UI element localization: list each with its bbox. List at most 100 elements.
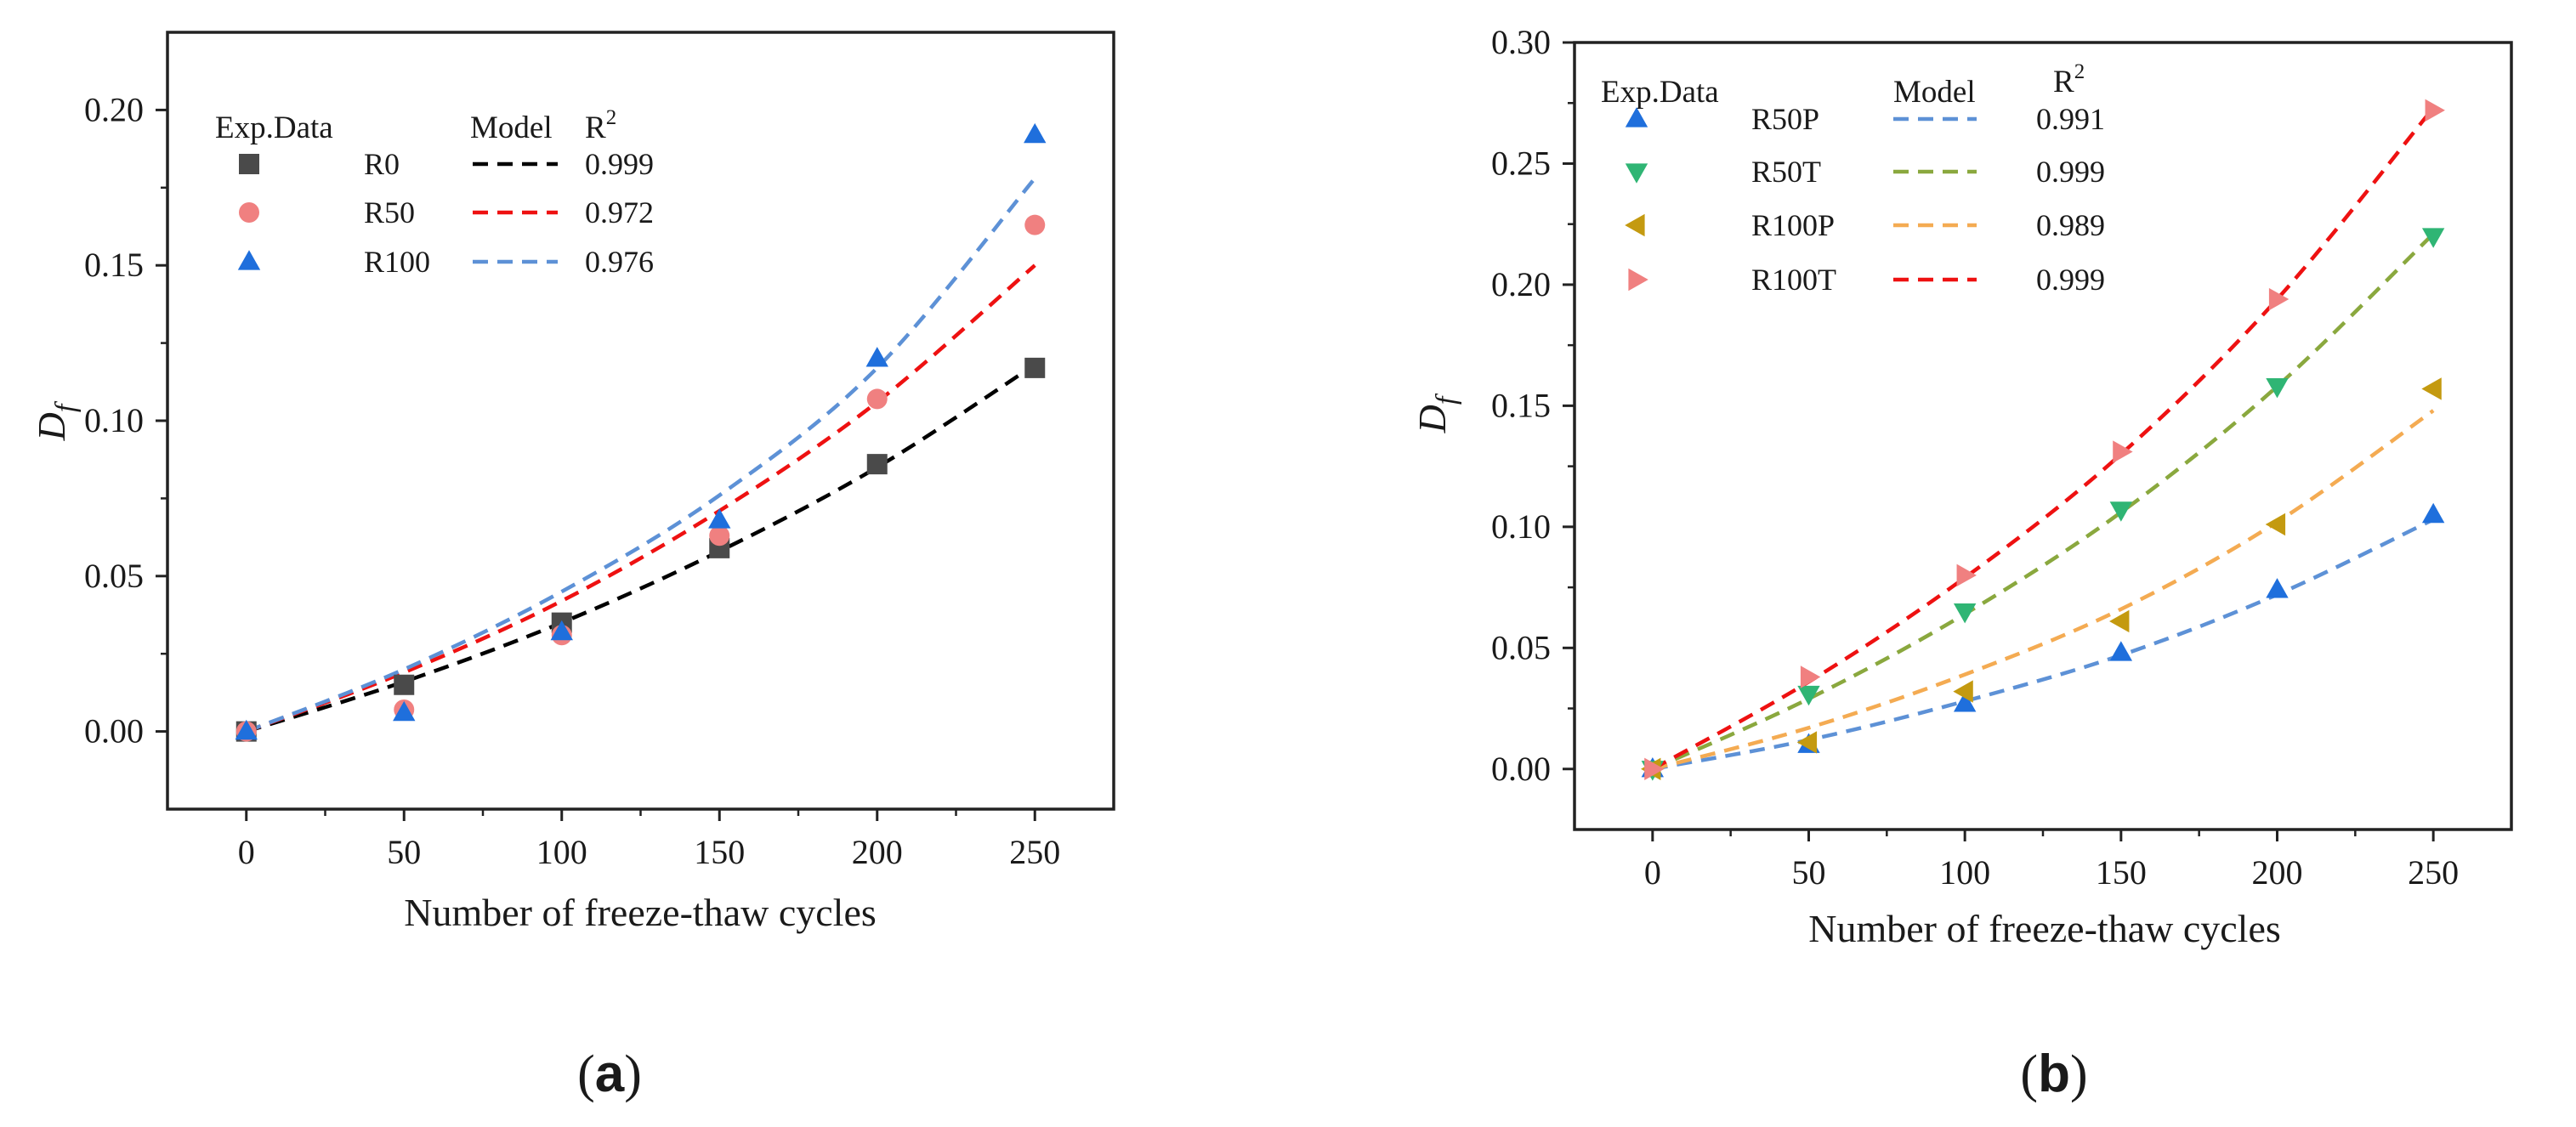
data-point-r50t xyxy=(2266,377,2289,399)
caption-a: (a) xyxy=(577,1045,642,1103)
tick-marks-a xyxy=(156,108,1036,821)
y-tick-label: 0.10 xyxy=(1491,507,1551,546)
data-point-r0 xyxy=(866,454,888,475)
legend-header-r2-a: R2 xyxy=(585,106,616,145)
legend-marker-r50p xyxy=(1625,107,1648,127)
y-tick-labels-b: 0.00 0.05 0.10 0.15 0.20 0.25 0.30 xyxy=(1491,23,1551,788)
data-point-r100t xyxy=(1956,564,1977,587)
data-point-r100p xyxy=(2265,513,2286,536)
legend-label-r50t: R50T xyxy=(1751,155,1821,189)
legend-label-r0: R0 xyxy=(364,147,400,181)
legend-marker-r100 xyxy=(237,250,261,270)
legend-header-model-b: Model xyxy=(1893,75,1976,110)
legend-label-r100p: R100P xyxy=(1751,208,1835,242)
model-line-r50p xyxy=(1652,518,2435,771)
y-tick-label: 0.05 xyxy=(84,557,144,595)
legend-label-r100t: R100T xyxy=(1751,263,1836,297)
model-line-r50t xyxy=(1651,232,2435,771)
data-point-r100t xyxy=(2425,99,2445,122)
x-tick-labels-a: 0 50 100 150 200 250 xyxy=(238,833,1061,871)
x-tick-label: 250 xyxy=(2408,853,2459,892)
data-point-r100p xyxy=(2421,377,2442,400)
legend-header-data-a: Exp.Data xyxy=(215,110,333,145)
legend-a: Exp.Data Model R2 R0 0.999 R50 0.972 R100 0.9… xyxy=(215,106,654,279)
legend-header-data-b: Exp.Data xyxy=(1601,75,1719,110)
data-point-r50 xyxy=(866,388,888,410)
y-tick-label: 0.10 xyxy=(84,401,144,439)
data-point-r50t xyxy=(2421,228,2445,248)
data-point-r50 xyxy=(1024,214,1046,235)
y-tick-label: 0.25 xyxy=(1491,144,1551,182)
legend-header-model-a: Model xyxy=(470,110,553,145)
legend-b: Exp.Data Model R2 R50P 0.991 R50T 0.999 R100… xyxy=(1601,60,2105,297)
y-tick-label: 0.15 xyxy=(84,246,144,284)
legend-marker-r50t xyxy=(1625,163,1648,184)
data-point-r100 xyxy=(550,620,573,641)
data-points-a xyxy=(235,122,1047,742)
legend-marker-r50 xyxy=(239,202,259,223)
data-point-r100 xyxy=(393,700,416,722)
data-point-r50p xyxy=(2266,578,2289,598)
legend-r2-r50t: 0.999 xyxy=(2036,155,2105,189)
data-point-r100 xyxy=(708,508,731,529)
chart-b: 0.00 0.05 0.10 0.15 0.20 0.25 0.30 0 50 100 150 20… xyxy=(1410,23,2513,1103)
legend-label-r50: R50 xyxy=(364,195,415,229)
model-lines-a xyxy=(245,177,1036,733)
data-point-r50p xyxy=(2109,641,2133,661)
y-tick-label: 0.15 xyxy=(1491,386,1551,424)
x-tick-label: 100 xyxy=(536,833,587,871)
x-tick-label: 200 xyxy=(852,833,903,871)
data-point-r50p xyxy=(2421,502,2445,524)
x-tick-label: 150 xyxy=(2096,853,2147,892)
x-tick-label: 0 xyxy=(1644,853,1661,892)
data-point-r50 xyxy=(709,525,730,547)
tick-marks-b xyxy=(1563,41,2435,841)
legend-marker-r0 xyxy=(239,154,259,174)
legend-header-r2-b: R2 xyxy=(2053,60,2085,99)
x-tick-label: 0 xyxy=(238,833,255,871)
legend-r2-r50p: 0.991 xyxy=(2036,102,2105,136)
y-axis-title-b: Df xyxy=(1410,393,1462,433)
x-axis-title-a: Number of freeze-thaw cycles xyxy=(404,891,877,934)
x-tick-label: 100 xyxy=(1939,853,1990,892)
y-axis-title-a: Df xyxy=(30,400,82,441)
legend-marker-r100p xyxy=(1625,213,1645,237)
y-tick-label: 0.00 xyxy=(1491,750,1551,788)
model-line-r0 xyxy=(246,363,1036,733)
x-tick-label: 50 xyxy=(1792,853,1826,892)
x-axis-title-b: Number of freeze-thaw cycles xyxy=(1808,907,2281,950)
data-point-r100t xyxy=(2113,440,2133,463)
x-tick-label: 50 xyxy=(387,833,421,871)
x-tick-label: 150 xyxy=(694,833,745,871)
y-tick-label: 0.20 xyxy=(1491,265,1551,303)
x-tick-label: 250 xyxy=(1009,833,1060,871)
legend-label-r100: R100 xyxy=(364,245,430,279)
legend-r2-r0: 0.999 xyxy=(585,147,654,181)
y-tick-label: 0.05 xyxy=(1491,628,1551,666)
data-point-r100 xyxy=(235,719,258,740)
data-point-r100t xyxy=(1644,757,1665,780)
legend-r2-r100t: 0.999 xyxy=(2036,263,2105,297)
data-point-r50t xyxy=(1953,603,1977,624)
caption-b: (b) xyxy=(2020,1045,2087,1103)
model-line-r100 xyxy=(245,177,1036,733)
model-line-r100p xyxy=(1652,409,2435,771)
x-tick-labels-b: 0 50 100 150 200 250 xyxy=(1644,853,2459,892)
y-tick-label: 0.20 xyxy=(84,90,144,128)
data-point-r100p xyxy=(1953,680,1973,703)
legend-r2-r100: 0.976 xyxy=(585,245,654,279)
data-point-r100t xyxy=(1800,665,1821,688)
data-point-r100p xyxy=(2109,609,2130,633)
x-tick-label: 200 xyxy=(2252,853,2303,892)
legend-label-r50p: R50P xyxy=(1751,102,1819,136)
data-point-r100 xyxy=(865,347,888,367)
data-point-r100 xyxy=(1024,122,1047,144)
data-point-r0 xyxy=(1024,357,1046,378)
data-point-r50p xyxy=(1953,692,1977,712)
legend-marker-r100t xyxy=(1628,268,1648,292)
legend-r2-r50: 0.972 xyxy=(585,195,654,229)
chart-a: 0.00 0.05 0.10 0.15 0.20 0 50 100 150 200 250 Exp… xyxy=(30,31,1115,1103)
data-point-r0 xyxy=(394,674,415,695)
data-point-r100p xyxy=(1796,731,1818,754)
